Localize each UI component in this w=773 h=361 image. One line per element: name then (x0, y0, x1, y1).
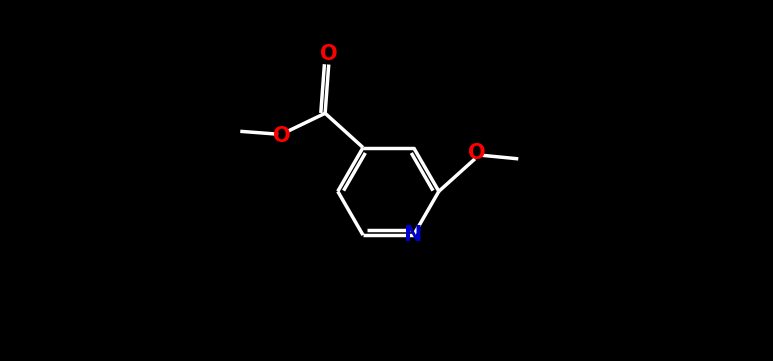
Text: O: O (320, 44, 338, 64)
Text: O: O (273, 126, 291, 146)
Text: O: O (468, 143, 485, 164)
Text: N: N (404, 225, 423, 245)
